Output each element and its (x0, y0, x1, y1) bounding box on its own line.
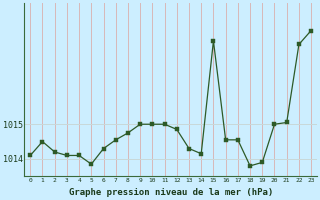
X-axis label: Graphe pression niveau de la mer (hPa): Graphe pression niveau de la mer (hPa) (68, 188, 273, 197)
